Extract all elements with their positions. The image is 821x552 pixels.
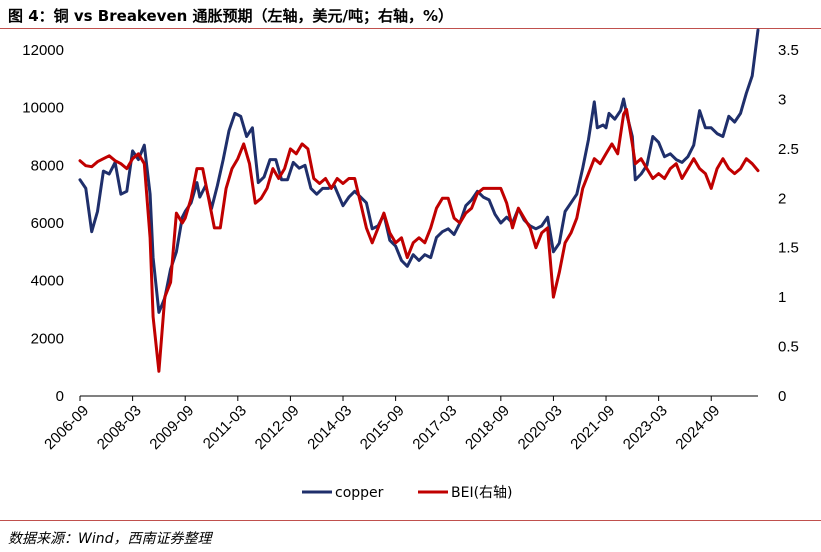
- x-tick-label: 2015-09: [357, 402, 408, 453]
- x-tick-label: 2008-03: [94, 402, 145, 453]
- x-axis: 2006-09 2008-03 2009-09 2011-03 2012-09 2014-…: [41, 395, 758, 453]
- x-tick-label: 2023-03: [620, 402, 671, 453]
- series-line-copper: [78, 28, 760, 314]
- x-tick-label: 2012-09: [252, 402, 303, 453]
- legend: copper BEI(右轴): [302, 485, 513, 501]
- y-left-tick-label: 10000: [22, 100, 64, 117]
- y-left-tick-label: 12000: [22, 42, 64, 59]
- x-tick-label: 2006-09: [41, 402, 92, 453]
- y-right-tick-label: 0: [778, 388, 786, 405]
- source-note: 数据来源：Wind，西南证券整理: [8, 531, 212, 547]
- y-right-tick-label: 3: [778, 91, 786, 108]
- y-left-tick-label: 4000: [31, 273, 64, 290]
- y-right-tick-label: 2.5: [778, 141, 799, 158]
- legend-item-bei-label: BEI(右轴): [451, 485, 513, 501]
- footer-rule: [0, 520, 821, 521]
- y-right-tick-label: 2: [778, 190, 786, 207]
- y-right-tick-label: 0.5: [778, 339, 799, 356]
- y-left-tick-label: 8000: [31, 157, 64, 174]
- y-axis-right: 0 0.5 1 1.5 2 2.5 3 3.5: [778, 42, 799, 405]
- x-tick-label: 2011-03: [200, 402, 250, 452]
- x-tick-label: 2017-03: [409, 402, 460, 453]
- series-layer: [78, 28, 760, 373]
- chart-title: 图 4：铜 vs Breakeven 通胀预期（左轴，美元/吨；右轴，%）: [8, 7, 454, 25]
- x-tick-label: 2018-09: [462, 402, 513, 453]
- y-right-tick-label: 1: [778, 289, 786, 306]
- y-left-tick-label: 0: [56, 388, 64, 405]
- legend-item-copper-label: copper: [335, 485, 384, 501]
- x-tick-label: 2024-09: [672, 402, 723, 453]
- x-tick-label: 2014-03: [304, 402, 355, 453]
- y-left-tick-label: 2000: [31, 330, 64, 347]
- header-rule: [0, 28, 821, 29]
- x-tick-label: 2009-09: [146, 402, 197, 453]
- x-tick-label: 2020-03: [515, 402, 566, 453]
- series-line-bei: [78, 107, 760, 373]
- y-right-tick-label: 3.5: [778, 42, 799, 59]
- y-left-tick-label: 6000: [31, 215, 64, 232]
- y-axis-left: 0 2000 4000 6000 8000 10000 12000: [22, 42, 64, 405]
- x-tick-label: 2021-09: [567, 402, 618, 453]
- y-right-tick-label: 1.5: [778, 240, 799, 257]
